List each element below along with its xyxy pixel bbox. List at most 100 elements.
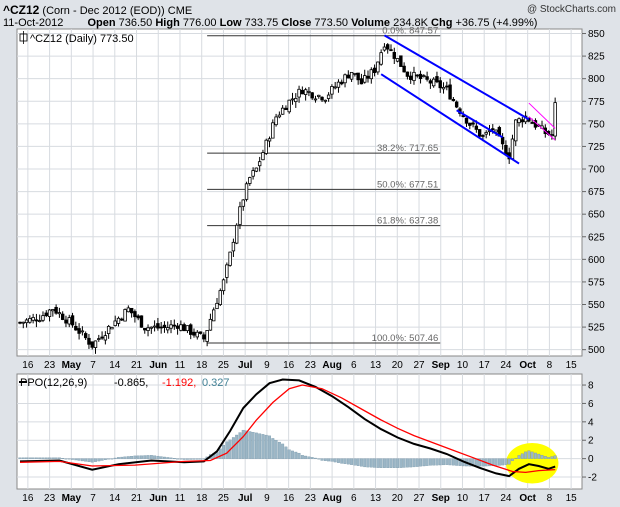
y-tick-label: 825 (588, 52, 605, 63)
candle-body (248, 177, 252, 184)
candle-body (422, 75, 426, 77)
histogram-bar (300, 455, 304, 459)
candle-body (123, 309, 127, 322)
candle-body (34, 319, 39, 322)
histogram-bar (405, 458, 409, 468)
x-tick-label: Jun (149, 360, 167, 371)
candle-body (290, 98, 295, 101)
trend-line-channel-lower (380, 73, 520, 165)
histogram-bar (458, 458, 462, 466)
histogram-bar (376, 458, 380, 468)
histogram-bar (189, 458, 193, 460)
candle-body (494, 129, 498, 133)
histogram-bar (80, 458, 84, 462)
candle-body (169, 324, 173, 329)
histogram-bar (494, 458, 498, 466)
candle-body (215, 302, 219, 310)
histogram-bar (120, 456, 124, 459)
ppo-x-tick-label: Jul (238, 493, 253, 504)
histogram-bar (54, 457, 58, 459)
fibonacci-label: 61.8%: 637.38 (377, 216, 438, 227)
candle-body (323, 99, 328, 102)
candle-body (514, 119, 518, 142)
candle-body (379, 52, 383, 65)
histogram-bar (218, 448, 222, 459)
histogram-bar (113, 457, 117, 459)
histogram-bar (192, 458, 196, 460)
candle-body (287, 99, 291, 113)
candle-body (57, 312, 62, 315)
candle-body (359, 78, 364, 85)
histogram-bar (100, 458, 104, 461)
histogram-bar (294, 451, 298, 459)
candle-body (136, 315, 140, 319)
candle-body (41, 315, 45, 321)
x-tick-label: 7 (90, 360, 96, 371)
x-tick-label: 21 (131, 360, 143, 371)
histogram-bar (514, 457, 518, 459)
fibonacci-label: 100.0%: 507.46 (372, 333, 439, 344)
candle-body (261, 152, 265, 161)
histogram-bar (202, 458, 206, 460)
candle-body (550, 134, 554, 136)
candle-body (83, 333, 88, 339)
histogram-bar (185, 458, 189, 460)
y-tick-label: 725 (588, 142, 605, 153)
candle-body (386, 44, 390, 50)
candle-body (277, 114, 282, 118)
candle-body (28, 318, 32, 323)
candle-body (454, 101, 459, 108)
histogram-bar (235, 434, 239, 459)
histogram-bar (517, 455, 521, 459)
candle-body (264, 139, 268, 154)
histogram-bar (117, 457, 120, 459)
histogram-bar (94, 458, 97, 462)
candle-body (349, 71, 354, 80)
candle-body (310, 92, 314, 99)
x-tick-label: 23 (305, 360, 317, 371)
histogram-bar (271, 438, 275, 459)
candle-body (106, 325, 111, 335)
ppo-x-tick-label: Jun (149, 493, 167, 504)
histogram-bar (317, 458, 321, 460)
candle-body (70, 315, 75, 326)
histogram-bar (176, 458, 180, 460)
histogram-bar (107, 458, 111, 460)
histogram-bar (356, 458, 360, 466)
histogram-bar (340, 458, 344, 464)
histogram-bar (245, 430, 248, 459)
histogram-bar (248, 431, 252, 459)
candle-body (18, 321, 22, 324)
chart-header-line2: 11-Oct-2012 Open 736.50 High 776.00 Low … (3, 17, 537, 29)
candle-body (500, 136, 505, 145)
x-tick-label: 8 (547, 360, 553, 371)
low-value: 733.75 (244, 17, 279, 29)
candle-body (317, 94, 321, 97)
candle-body (415, 74, 419, 77)
ppo-legend-signal: -1.192, (162, 377, 196, 389)
histogram-bar (412, 458, 416, 468)
histogram-bar (123, 456, 127, 459)
histogram-bar (534, 452, 537, 459)
candle-body (448, 84, 452, 100)
x-tick-label: 9 (264, 360, 270, 371)
candle-body (228, 251, 232, 266)
candle-body (149, 326, 154, 329)
y-tick-label: 800 (588, 74, 605, 85)
fibonacci-label: 50.0%: 677.51 (377, 179, 438, 190)
histogram-bar (392, 458, 396, 468)
x-tick-label: Oct (519, 360, 536, 371)
open-label: Open (87, 17, 116, 29)
histogram-bar (327, 458, 331, 462)
candle-body (326, 94, 331, 99)
candle-body (280, 107, 285, 115)
chart-date: 11-Oct-2012 (3, 17, 64, 29)
histogram-bar (396, 458, 400, 468)
candle-body (146, 327, 150, 331)
candle-body (113, 320, 117, 326)
candle-body (74, 325, 78, 331)
candle-body (103, 335, 108, 341)
histogram-bar (520, 453, 524, 459)
y-tick-label: 675 (588, 187, 605, 198)
histogram-bar (422, 458, 426, 467)
